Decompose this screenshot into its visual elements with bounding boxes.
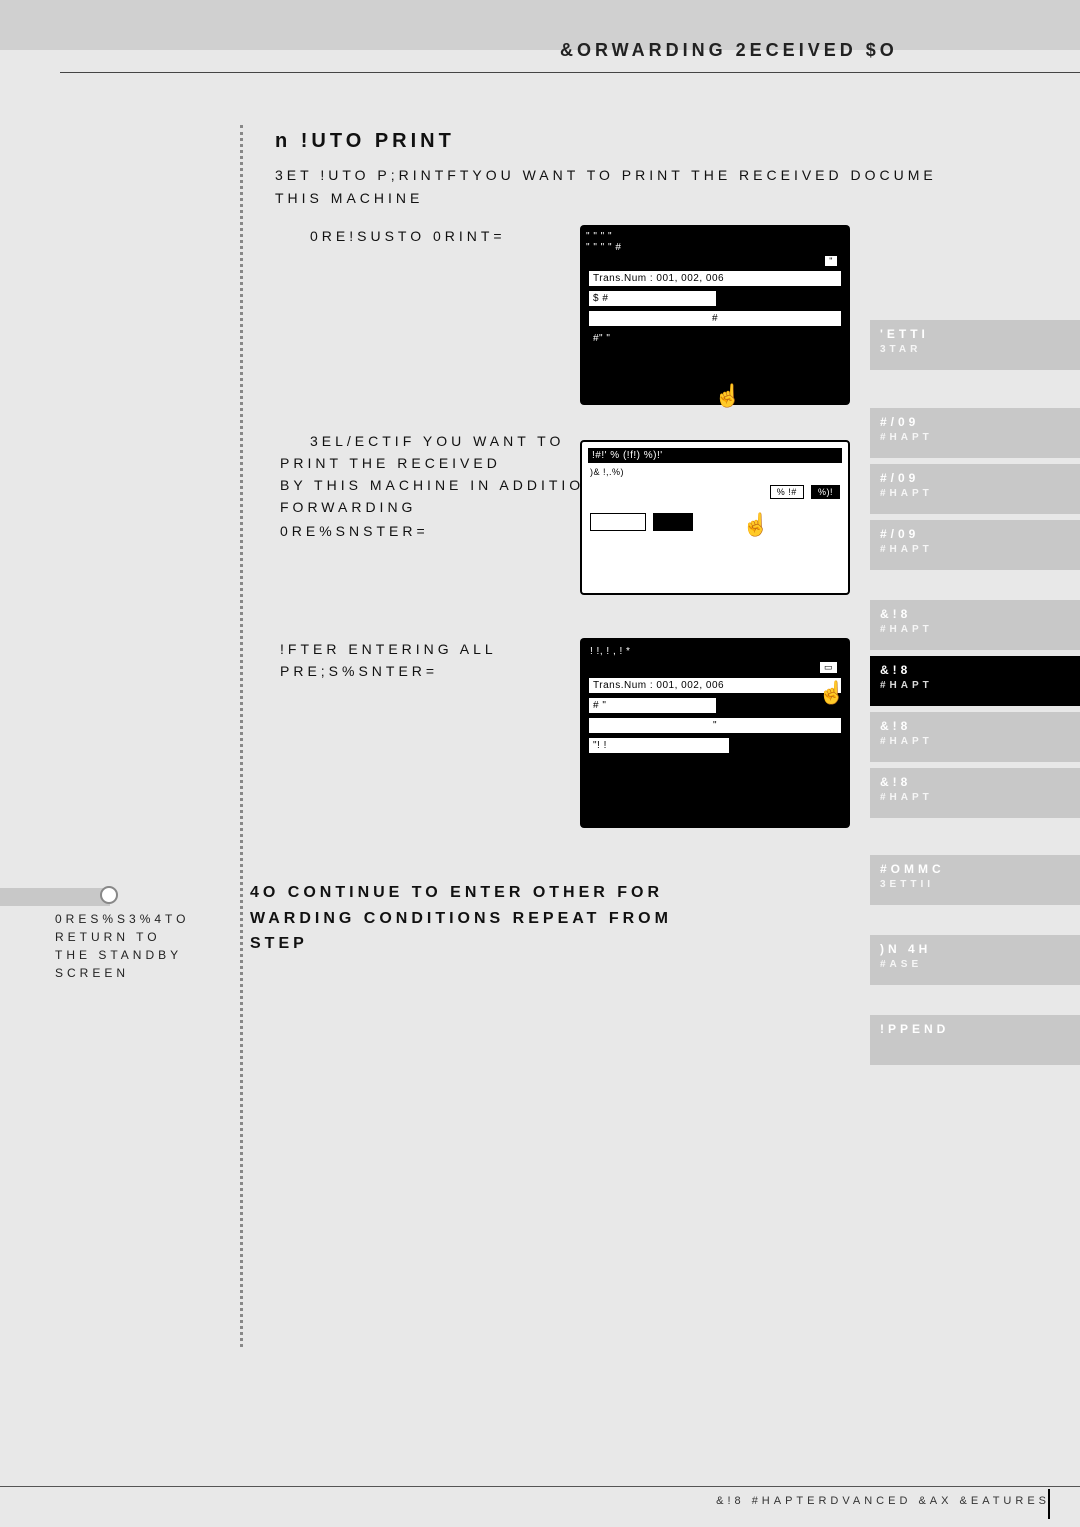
lcd2-empty-on [653, 513, 693, 531]
side-tab-5[interactable]: &!8#HAPT [870, 656, 1080, 706]
side-tab-9-l2: #ASE [880, 958, 1070, 972]
lcd3-row3: "! ! [588, 737, 730, 754]
lcd3-row2: " [588, 717, 842, 734]
side-tab-10[interactable]: !PPEND [870, 1015, 1080, 1065]
side-tab-0-l2: 3TAR [880, 343, 1070, 357]
lcd1-symbols-1: " " " " [586, 231, 844, 242]
lcd3-top: ! !, ! , ! * [586, 644, 844, 659]
side-tab-0[interactable]: 'ETTI3TAR [870, 320, 1080, 370]
hand-pointer-icon: ☝ [714, 383, 742, 409]
note-text: 0RES%S3%4TO RETURN TO THE STANDBY SCREEN [55, 910, 255, 982]
step11-line4: FORWARDING [280, 496, 610, 518]
side-tab-1-l1: #/09 [880, 414, 1070, 431]
side-tab-3-l2: #HAPT [880, 543, 1070, 557]
lcd1-trans: Trans.Num : 001, 002, 006 [588, 270, 842, 287]
note-bullet-icon [100, 886, 118, 904]
side-tab-4[interactable]: &!8#HAPT [870, 600, 1080, 650]
continue-line1: 4O CONTINUE TO ENTER OTHER FOR [250, 884, 663, 901]
lcd2-header: !#!' % (!f!) %)!' [588, 448, 842, 463]
note-bar [0, 888, 110, 906]
lcd3-row1: # " [588, 697, 717, 714]
lcd2-toggle-on[interactable]: %)! [811, 485, 840, 499]
lcd1-symbols-2: " " " " # [586, 242, 844, 253]
lcd1-tab: " [824, 255, 838, 267]
lcd1-row2: # [588, 310, 842, 327]
page-footer: &!8 #HAPTERDVANCED &AX &EATURES [0, 1486, 1080, 1507]
hand-pointer-icon: ☝ [742, 512, 770, 538]
side-tab-9[interactable]: )N 4H#ASE [870, 935, 1080, 985]
footer-text: &!8 #HAPTERDVANCED &AX &EATURES [716, 1495, 1050, 1507]
note-line2: THE STANDBY SCREEN [55, 948, 182, 980]
side-tab-3[interactable]: #/09#HAPT [870, 520, 1080, 570]
lcd1-row3: #" " [588, 330, 842, 347]
side-tab-2[interactable]: #/09#HAPT [870, 464, 1080, 514]
side-tab-7-l2: #HAPT [880, 791, 1070, 805]
side-tab-2-l2: #HAPT [880, 487, 1070, 501]
side-tab-5-l2: #HAPT [880, 679, 1070, 693]
lcd-screen-3: ! !, ! , ! * ▭ Trans.Num : 001, 002, 006… [580, 638, 850, 828]
side-tab-8[interactable]: #OMMC3ETTII [870, 855, 1080, 905]
top-bar [0, 0, 1080, 50]
side-tab-6-l2: #HAPT [880, 735, 1070, 749]
step11-line2: PRINT THE RECEIVED [280, 452, 610, 474]
side-tab-1-l2: #HAPT [880, 431, 1070, 445]
continue-line3: STEP [250, 935, 308, 952]
page-header: &ORWARDING 2ECEIVED $O [560, 40, 898, 61]
side-tab-5-l1: &!8 [880, 662, 1070, 679]
side-tab-6-l1: &!8 [880, 718, 1070, 735]
side-tab-4-l1: &!8 [880, 606, 1070, 623]
lcd-screen-1: " " " " " " " " # " Trans.Num : 001, 002… [580, 225, 850, 405]
lcd3-tab: ▭ [819, 661, 838, 674]
section-desc-1: 3ET !UTO P;RINTFTYOU WANT TO PRINT THE R… [275, 165, 1065, 186]
note-line1: 0RES%S3%4TO RETURN TO [55, 912, 190, 944]
side-tab-7-l1: &!8 [880, 774, 1070, 791]
header-rule [60, 72, 1080, 73]
side-tab-8-l2: 3ETTII [880, 878, 1070, 892]
dotted-divider [240, 125, 243, 1347]
step12-line2: PRE;S%SNTER= [280, 660, 610, 682]
lcd2-empty-off [590, 513, 646, 531]
side-tab-3-l1: #/09 [880, 526, 1070, 543]
lcd3-trans: Trans.Num : 001, 002, 006 [588, 677, 842, 694]
step10-text: 0RE!SUSTO 0RINT= [310, 225, 610, 247]
section-desc-2: THIS MACHINE [275, 188, 1065, 209]
side-tab-4-l2: #HAPT [880, 623, 1070, 637]
side-tab-10-l1: !PPEND [880, 1021, 1070, 1038]
side-tab-8-l1: #OMMC [880, 861, 1070, 878]
lcd1-row1: $ # [588, 290, 717, 307]
footer-mark [1048, 1489, 1050, 1519]
step11-line5: 0RE%SNSTER= [280, 520, 610, 542]
side-tab-0-l1: 'ETTI [880, 326, 1070, 343]
lcd-screen-2: !#!' % (!f!) %)!' )& !,.%) % !# %)! ☝ [580, 440, 850, 595]
side-tab-7[interactable]: &!8#HAPT [870, 768, 1080, 818]
step12-line1: !FTER ENTERING ALL [280, 638, 610, 660]
side-tab-9-l1: )N 4H [880, 941, 1070, 958]
section-title: n !UTO PRINT [275, 130, 455, 153]
lcd2-sub: )& !,.%) [588, 463, 842, 481]
hand-pointer-icon: ☝ [818, 680, 846, 706]
lcd2-toggle-off[interactable]: % !# [770, 485, 804, 499]
continue-line2: WARDING CONDITIONS REPEAT FROM [250, 910, 672, 927]
side-tab-1[interactable]: #/09#HAPT [870, 408, 1080, 458]
side-tab-2-l1: #/09 [880, 470, 1070, 487]
side-tab-6[interactable]: &!8#HAPT [870, 712, 1080, 762]
